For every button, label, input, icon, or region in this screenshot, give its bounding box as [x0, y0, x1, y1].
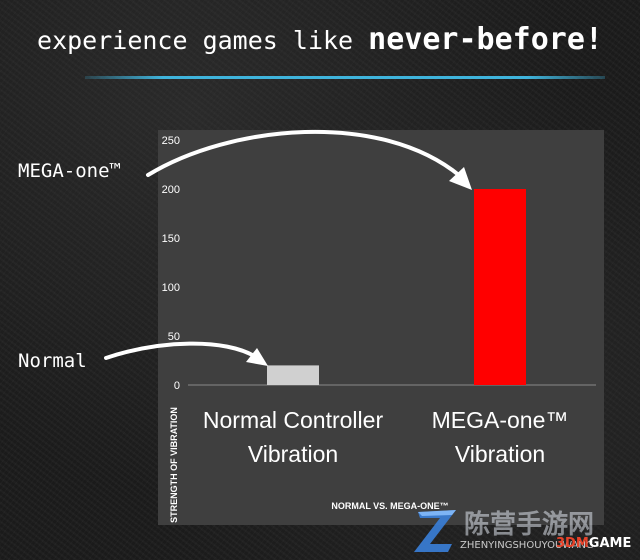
y-tick-label: 100	[162, 282, 180, 294]
y-tick-label: 0	[174, 380, 180, 392]
category-labels: Normal Controller Vibration MEGA-one™ Vibra…	[203, 407, 568, 467]
bar-normal-controller	[267, 365, 319, 385]
category-label-line: Vibration	[248, 441, 338, 467]
watermark-chinese-text: 陈营手游网	[464, 510, 595, 540]
y-axis-label: STRENGTH OF VIBRATION	[169, 407, 179, 523]
category-label: Normal Controller Vibration	[203, 407, 384, 467]
vibration-chart: 0 50 100 150 200 250 Normal Controller Vibrati…	[158, 130, 604, 525]
y-tick-label: 250	[162, 135, 180, 147]
headline-divider	[85, 76, 605, 79]
callout-normal-label: Normal	[18, 350, 87, 372]
watermark-brand: 3DMGAME	[556, 536, 631, 551]
category-label-line: Vibration	[455, 441, 545, 467]
z-logo-icon	[414, 510, 456, 552]
category-label: MEGA-one™ Vibration	[432, 407, 569, 467]
y-tick-label: 150	[162, 233, 180, 245]
category-label-line: Normal Controller	[203, 407, 384, 433]
x-axis-label: NORMAL VS. MEGA-ONE™	[331, 501, 448, 511]
watermark-brand-number: 3DM	[556, 536, 589, 551]
bar-mega-one	[474, 189, 526, 385]
chart-svg: 0 50 100 150 200 250 Normal Controller Vibrati…	[162, 135, 596, 523]
headline: experience games like never-before!	[0, 22, 640, 57]
callout-mega-label: MEGA-one™	[18, 160, 121, 182]
category-label-line: MEGA-one™	[432, 407, 569, 433]
headline-emphasis: never-before!	[368, 22, 603, 57]
watermark: 陈营手游网 ZHENYINGSHOUYOUWANG 3DMGAME	[408, 500, 640, 560]
watermark-brand-word: GAME	[588, 536, 632, 551]
y-tick-label: 200	[162, 184, 180, 196]
y-tick-label: 50	[168, 331, 180, 343]
y-axis-ticks: 0 50 100 150 200 250	[162, 135, 180, 392]
bars	[267, 189, 526, 385]
headline-prefix: experience games like	[37, 26, 354, 55]
watermark-subtitle: ZHENYINGSHOUYOUWANG	[460, 540, 594, 551]
